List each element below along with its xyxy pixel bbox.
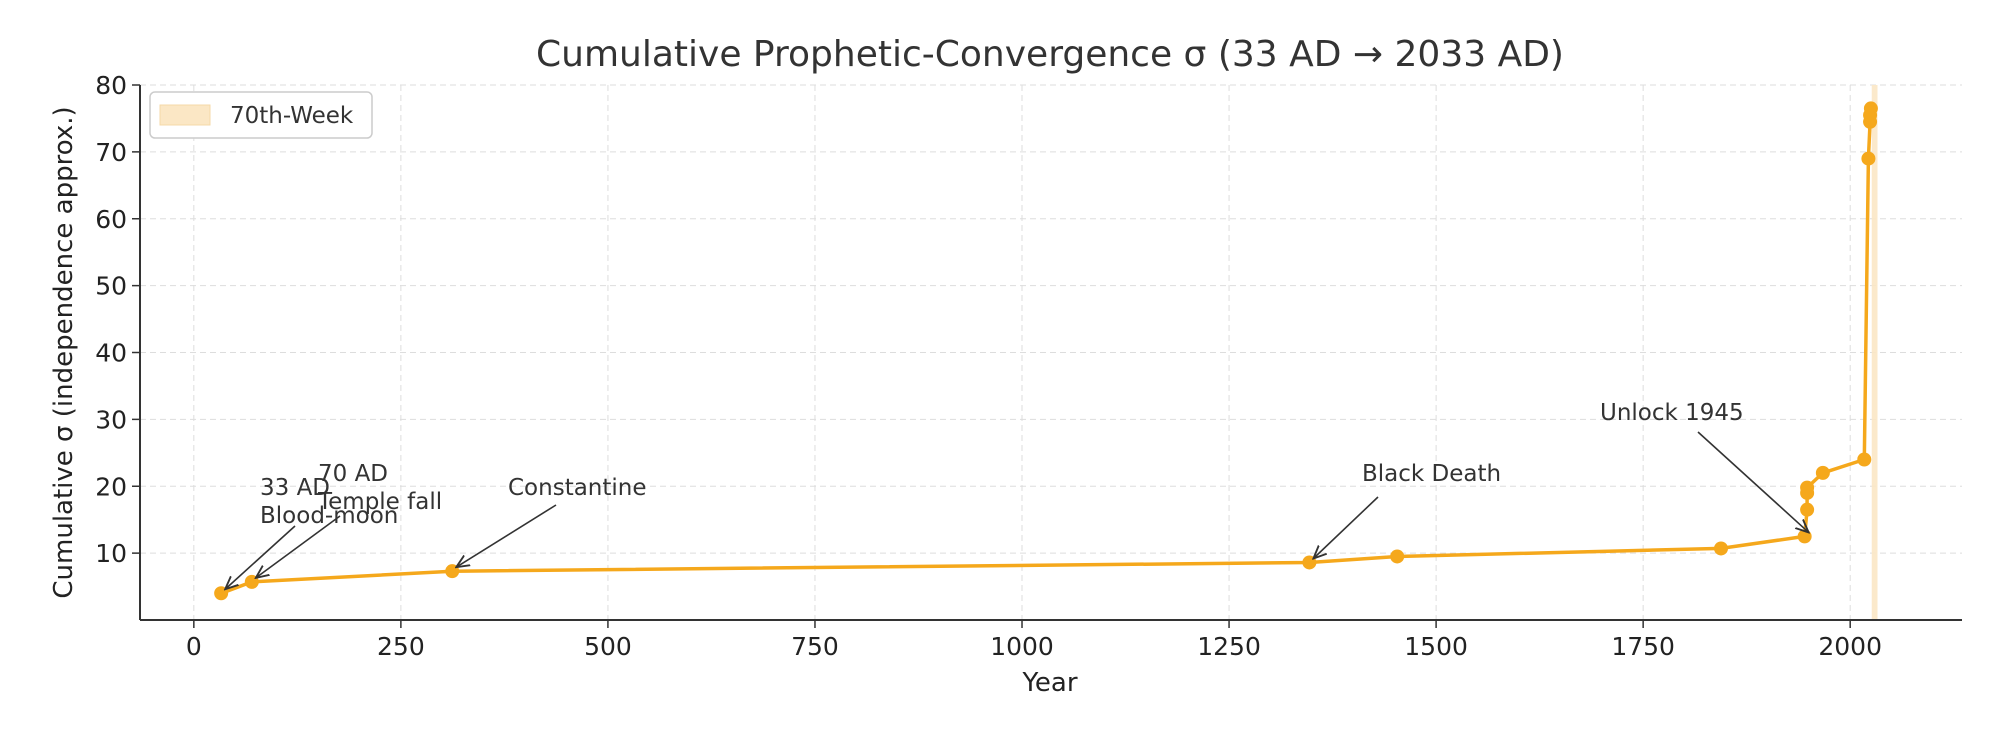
legend[interactable]: 70th-Week bbox=[149, 91, 373, 139]
x-tick-label: 1500 bbox=[1404, 632, 1468, 661]
x-tick-label: 250 bbox=[377, 632, 425, 661]
y-axis-label: Cumulative σ (independence approx.) bbox=[49, 106, 79, 598]
annotation-label: Temple fall bbox=[317, 489, 442, 515]
y-tick-label: 80 bbox=[95, 71, 127, 100]
x-tick-label: 1750 bbox=[1611, 632, 1675, 661]
x-tick-label: 0 bbox=[186, 632, 202, 661]
x-tick-label: 1000 bbox=[990, 632, 1054, 661]
annotation-arrow bbox=[225, 525, 296, 589]
annotation-label: Black Death bbox=[1362, 461, 1501, 487]
legend-swatch bbox=[159, 104, 211, 126]
seventieth-week-band bbox=[1871, 85, 1878, 620]
y-tick-label: 40 bbox=[95, 339, 127, 368]
y-tick-label: 60 bbox=[95, 205, 127, 234]
y-tick-label: 10 bbox=[95, 539, 127, 568]
data-point bbox=[1800, 502, 1815, 517]
legend-label: 70th-Week bbox=[230, 103, 354, 129]
series-line bbox=[220, 108, 1873, 595]
annotation-arrow bbox=[456, 504, 557, 567]
data-point bbox=[1390, 549, 1405, 564]
x-tick-label: 1250 bbox=[1197, 632, 1261, 661]
x-tick-label: 500 bbox=[584, 632, 632, 661]
annotation-label: 70 AD bbox=[318, 461, 388, 487]
data-point bbox=[1800, 480, 1815, 495]
annotation-arrow bbox=[1697, 431, 1809, 532]
annotation-label: Unlock 1945 bbox=[1600, 400, 1744, 426]
y-tick-label: 70 bbox=[95, 138, 127, 167]
shaded-band bbox=[1871, 85, 1878, 620]
data-point bbox=[1857, 452, 1872, 467]
data-point bbox=[1815, 465, 1830, 480]
annotation-label: 33 AD bbox=[260, 475, 330, 501]
x-axis-label: Year bbox=[1021, 668, 1077, 698]
series-layer bbox=[214, 101, 1878, 601]
data-point bbox=[1863, 101, 1878, 116]
annotation-label: Constantine bbox=[508, 475, 647, 501]
legend-box bbox=[149, 91, 373, 139]
y-tick-label: 20 bbox=[95, 472, 127, 501]
tick-labels: 0 250 500 750 1000 1250 1500 1750 2000 10 20 30 40 50… bbox=[95, 71, 1882, 661]
x-tick-label: 750 bbox=[791, 632, 839, 661]
x-tick-label: 2000 bbox=[1818, 632, 1882, 661]
chart-title: Cumulative Prophetic-Convergence σ (33 A… bbox=[536, 34, 1564, 75]
data-point bbox=[1713, 541, 1728, 556]
y-tick-label: 30 bbox=[95, 405, 127, 434]
data-point bbox=[1861, 151, 1876, 166]
grid-lines bbox=[140, 84, 1962, 620]
data-point bbox=[1797, 529, 1812, 544]
annotation-arrow bbox=[256, 515, 341, 578]
annotation-arrow bbox=[1313, 496, 1379, 558]
y-tick-label: 50 bbox=[95, 272, 127, 301]
